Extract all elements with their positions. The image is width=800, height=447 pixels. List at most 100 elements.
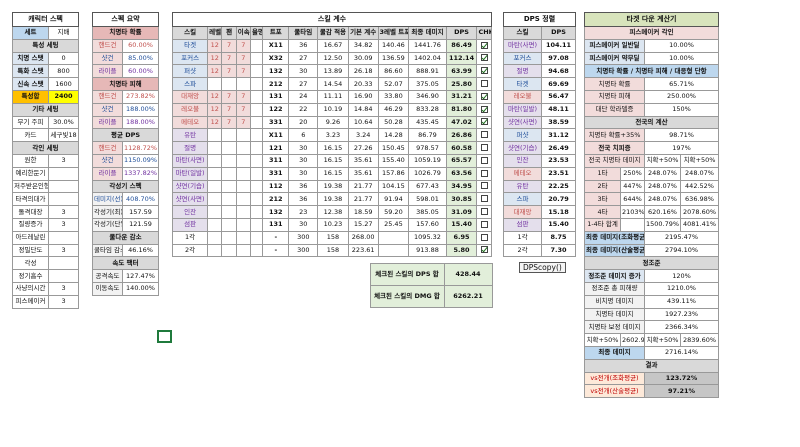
skill-cell[interactable]: 7: [221, 38, 237, 53]
skill-cell[interactable]: 7: [221, 89, 237, 104]
skill-cell[interactable]: [207, 230, 223, 245]
skill-cell[interactable]: 7: [221, 102, 237, 117]
skill-cell[interactable]: [207, 217, 223, 232]
peace-value[interactable]: 10.00%: [643, 38, 720, 53]
engrave-value[interactable]: 3: [47, 243, 80, 258]
skill-cell[interactable]: 7: [221, 64, 237, 79]
peace-value[interactable]: 10.00%: [643, 51, 720, 66]
engrave-value[interactable]: 3: [47, 281, 80, 296]
skill-cell[interactable]: [207, 243, 223, 258]
skill-cell[interactable]: [250, 243, 264, 258]
skill-cell[interactable]: [207, 77, 223, 91]
skill-cell[interactable]: [221, 205, 237, 219]
skill-cell[interactable]: 12: [207, 102, 223, 117]
skill-cell[interactable]: [250, 192, 264, 207]
skill-cell[interactable]: [221, 230, 237, 245]
skill-cell[interactable]: 12: [207, 115, 223, 130]
skill-cell[interactable]: 311: [262, 153, 290, 168]
skill-cell[interactable]: [221, 77, 237, 91]
skill-cell[interactable]: [207, 179, 223, 194]
skill-cell[interactable]: [235, 243, 252, 258]
crit-value[interactable]: 250.00%: [643, 89, 720, 104]
skill-cell[interactable]: [250, 141, 264, 155]
card-value[interactable]: 세구빛18: [47, 128, 80, 143]
skill-cell[interactable]: 212: [262, 192, 290, 207]
skill-cell[interactable]: 7: [235, 102, 252, 117]
checkbox[interactable]: [480, 54, 488, 62]
checkbox[interactable]: [480, 195, 488, 203]
skill-cell[interactable]: 331: [262, 115, 290, 130]
skill-cell[interactable]: -: [262, 243, 290, 258]
skill-cell[interactable]: [221, 128, 237, 143]
skill-cell[interactable]: 12: [207, 51, 223, 66]
skill-cell[interactable]: [207, 153, 223, 168]
engrave-value[interactable]: [47, 179, 80, 194]
checkbox[interactable]: [480, 208, 488, 216]
skill-cell[interactable]: 12: [207, 38, 223, 53]
engrave-value[interactable]: [47, 192, 80, 207]
engrave-value[interactable]: [47, 256, 80, 271]
skill-cell[interactable]: [221, 166, 237, 181]
skill-cell[interactable]: [221, 243, 237, 258]
skill-cell[interactable]: 7: [235, 51, 252, 66]
skill-cell[interactable]: [221, 141, 237, 155]
checkbox[interactable]: [480, 182, 488, 190]
skill-cell[interactable]: 7: [235, 38, 252, 53]
checkbox[interactable]: [480, 233, 488, 241]
checkbox[interactable]: [480, 246, 488, 254]
checkbox[interactable]: [480, 144, 488, 152]
skill-cell[interactable]: 7: [235, 89, 252, 104]
engrave-value[interactable]: [47, 230, 80, 245]
skill-cell[interactable]: [207, 192, 223, 207]
checkbox[interactable]: [480, 118, 488, 126]
checkbox[interactable]: [480, 156, 488, 164]
skill-cell[interactable]: 12: [207, 89, 223, 104]
skill-cell[interactable]: [207, 141, 223, 155]
skill-cell[interactable]: [207, 205, 223, 219]
skill-cell[interactable]: [235, 192, 252, 207]
acc-value[interactable]: 120%: [643, 269, 720, 283]
set-value[interactable]: 지배: [47, 26, 80, 40]
skill-cell[interactable]: [250, 230, 264, 245]
checkbox[interactable]: [480, 41, 488, 49]
skill-cell[interactable]: 132: [262, 64, 290, 79]
skill-cell[interactable]: 121: [262, 141, 290, 155]
skill-cell[interactable]: 112: [262, 179, 290, 194]
skill-cell[interactable]: [235, 77, 252, 91]
skill-cell[interactable]: 7: [235, 64, 252, 79]
skill-cell[interactable]: [250, 217, 264, 232]
skill-cell[interactable]: [250, 115, 264, 130]
skill-cell[interactable]: [250, 51, 264, 66]
skill-cell[interactable]: 132: [262, 205, 290, 219]
skill-cell[interactable]: [221, 153, 237, 168]
skill-cell[interactable]: [235, 179, 252, 194]
selected-cell[interactable]: [157, 330, 172, 343]
skill-cell[interactable]: 131: [262, 89, 290, 104]
trait-value[interactable]: 800: [47, 64, 80, 79]
trait-value[interactable]: 0: [47, 51, 80, 66]
skill-cell[interactable]: [235, 128, 252, 143]
skill-cell[interactable]: 7: [235, 115, 252, 130]
skill-cell[interactable]: -: [262, 230, 290, 245]
skill-cell[interactable]: 131: [262, 217, 290, 232]
skill-cell[interactable]: [235, 166, 252, 181]
checkbox[interactable]: [480, 92, 488, 100]
skill-cell[interactable]: [250, 153, 264, 168]
dpscopy-button[interactable]: DPScopy(): [519, 262, 566, 274]
engrave-value[interactable]: 3: [47, 205, 80, 219]
skill-cell[interactable]: [250, 128, 264, 143]
skill-cell[interactable]: [235, 230, 252, 245]
checkbox[interactable]: [480, 169, 488, 177]
skill-cell[interactable]: [235, 205, 252, 219]
skill-cell[interactable]: [250, 102, 264, 117]
skill-cell[interactable]: X11: [262, 128, 290, 143]
engrave-value[interactable]: 3: [47, 294, 80, 309]
skill-cell[interactable]: 7: [221, 115, 237, 130]
skill-cell[interactable]: [250, 205, 264, 219]
skill-cell[interactable]: 331: [262, 166, 290, 181]
skill-cell[interactable]: [235, 153, 252, 168]
skill-cell[interactable]: 7: [221, 51, 237, 66]
checkbox[interactable]: [480, 220, 488, 228]
trait-value[interactable]: 1600: [47, 77, 80, 91]
checkbox[interactable]: [480, 80, 488, 88]
